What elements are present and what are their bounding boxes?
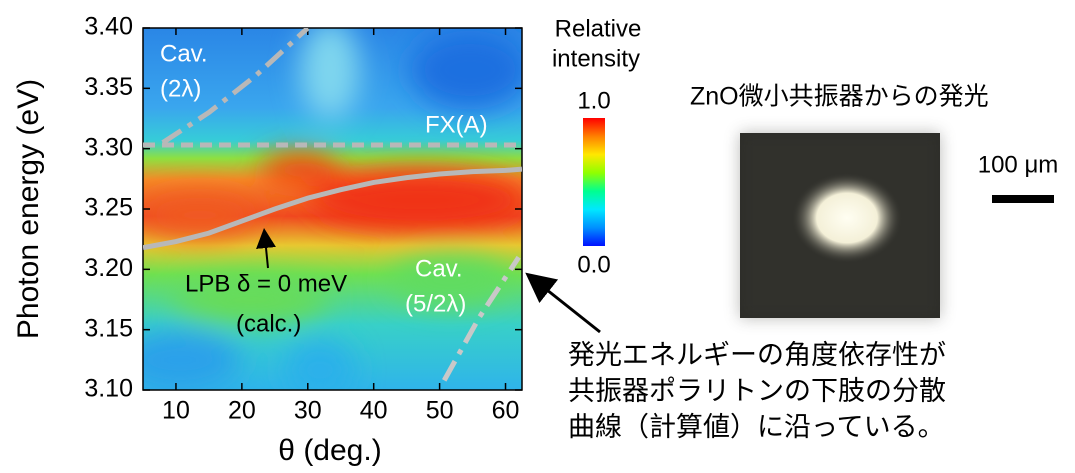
caption-line: 曲線（計算値）に沿っている。: [568, 412, 945, 442]
annotation: Cav.: [160, 40, 208, 67]
x-tick-label: 60: [492, 397, 520, 425]
y-tick-label: 3.35: [84, 73, 133, 101]
y-tick-label: 3.20: [84, 254, 133, 282]
annotation: (calc.): [236, 310, 301, 337]
annotation: LPB δ = 0 meV: [185, 270, 347, 297]
y-tick-label: 3.30: [84, 133, 133, 161]
colorbar-scale: [583, 118, 605, 246]
pointer-arrow: [537, 282, 600, 332]
figure: Photon energy (eV) θ (deg.) Relative int…: [0, 0, 1075, 473]
colorbar-label: Relative: [555, 15, 642, 42]
x-axis-label: θ (deg.): [278, 434, 381, 467]
x-tick-label: 30: [294, 397, 322, 425]
annotation: (5/2λ): [405, 290, 466, 317]
annotation: (2λ): [160, 75, 201, 102]
caption-line: 発光エネルギーの角度依存性が: [568, 340, 946, 370]
emission-spot: [792, 173, 902, 263]
scale-bar: [992, 195, 1054, 203]
y-axis-label: Photon energy (eV): [12, 79, 45, 339]
photo-title: ZnO微小共振器からの発光: [690, 83, 989, 111]
x-tick-label: 20: [228, 397, 256, 425]
annotation: FX(A): [425, 111, 488, 138]
y-tick-label: 3.10: [84, 375, 133, 403]
x-tick-label: 40: [360, 397, 388, 425]
annotation: Cav.: [415, 255, 463, 282]
caption: 発光エネルギーの角度依存性が 共振器ポラリトンの下肢の分散 曲線（計算値）に沿っ…: [568, 340, 946, 442]
y-tick-label: 3.25: [84, 194, 133, 222]
y-tick-label: 3.40: [84, 13, 133, 41]
y-tick-label: 3.15: [84, 314, 133, 342]
x-tick-label: 10: [162, 397, 190, 425]
photo: ZnO微小共振器からの発光 100 μm: [690, 83, 1058, 318]
x-tick-label: 50: [426, 397, 454, 425]
scale-label: 100 μm: [978, 151, 1059, 178]
colorbar-label: intensity: [552, 45, 640, 72]
colorbar: Relative intensity: [552, 15, 641, 72]
colorbar-tick-label: 0.0: [577, 251, 610, 278]
colorbar-tick-label: 1.0: [577, 87, 610, 114]
caption-line: 共振器ポラリトンの下肢の分散: [568, 376, 946, 406]
